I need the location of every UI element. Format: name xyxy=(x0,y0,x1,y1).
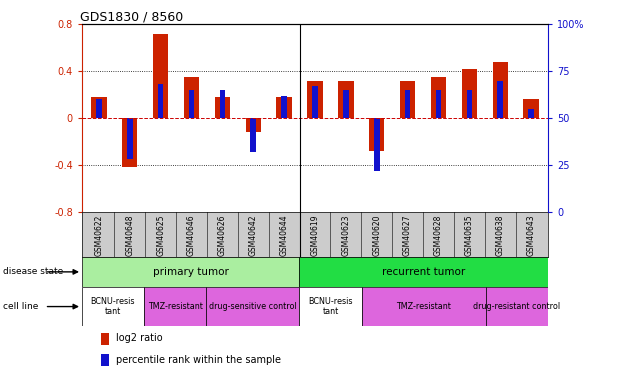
Bar xyxy=(405,90,410,118)
Bar xyxy=(524,99,539,118)
Text: GSM40619: GSM40619 xyxy=(311,214,319,256)
Bar xyxy=(220,90,225,118)
Text: GSM40627: GSM40627 xyxy=(403,214,412,256)
Bar xyxy=(436,90,441,118)
Bar xyxy=(369,118,384,151)
Bar xyxy=(101,333,109,345)
Bar xyxy=(101,354,109,366)
Bar xyxy=(338,81,353,118)
Bar xyxy=(282,96,287,118)
Bar xyxy=(122,118,137,167)
Text: recurrent tumor: recurrent tumor xyxy=(382,267,466,277)
Text: GSM40644: GSM40644 xyxy=(280,214,289,256)
Text: drug-sensitive control: drug-sensitive control xyxy=(209,302,297,311)
Text: GSM40623: GSM40623 xyxy=(341,214,350,256)
Bar xyxy=(91,97,106,118)
Bar xyxy=(498,81,503,118)
Text: cell line: cell line xyxy=(3,302,38,311)
Bar xyxy=(374,118,379,171)
Bar xyxy=(82,287,144,326)
Text: TMZ-resistant: TMZ-resistant xyxy=(147,302,203,311)
Text: GSM40648: GSM40648 xyxy=(125,214,134,256)
Bar xyxy=(277,97,292,118)
Text: GSM40626: GSM40626 xyxy=(218,214,227,256)
Text: GSM40646: GSM40646 xyxy=(187,214,196,256)
Bar xyxy=(215,97,230,118)
Bar xyxy=(299,257,548,287)
Bar xyxy=(529,109,534,118)
Text: GSM40635: GSM40635 xyxy=(465,214,474,256)
Bar xyxy=(127,118,132,159)
Text: disease state: disease state xyxy=(3,267,64,276)
Text: percentile rank within the sample: percentile rank within the sample xyxy=(116,356,281,365)
Bar xyxy=(400,81,415,118)
Text: TMZ-resistant: TMZ-resistant xyxy=(396,302,451,311)
Bar xyxy=(343,90,348,118)
Text: BCNU-resis
tant: BCNU-resis tant xyxy=(91,297,135,316)
Bar xyxy=(467,90,472,118)
Bar xyxy=(299,287,362,326)
Bar xyxy=(362,287,486,326)
Bar xyxy=(153,34,168,118)
Text: GSM40622: GSM40622 xyxy=(94,214,103,255)
Text: GSM40628: GSM40628 xyxy=(434,214,443,255)
Text: drug-resistant control: drug-resistant control xyxy=(474,302,561,311)
Text: GSM40642: GSM40642 xyxy=(249,214,258,256)
Text: GSM40643: GSM40643 xyxy=(527,214,536,256)
Text: GSM40620: GSM40620 xyxy=(372,214,381,256)
Bar xyxy=(307,81,323,118)
Bar xyxy=(312,86,318,118)
Text: primary tumor: primary tumor xyxy=(152,267,229,277)
Text: log2 ratio: log2 ratio xyxy=(116,333,163,344)
Bar xyxy=(206,287,299,326)
Bar xyxy=(462,69,477,118)
Text: GDS1830 / 8560: GDS1830 / 8560 xyxy=(79,10,183,23)
Bar xyxy=(246,118,261,132)
Bar xyxy=(184,77,199,118)
Bar xyxy=(251,118,256,152)
Bar xyxy=(144,287,206,326)
Bar xyxy=(82,257,299,287)
Bar xyxy=(158,84,163,118)
Text: GSM40638: GSM40638 xyxy=(496,214,505,256)
Text: BCNU-resis
tant: BCNU-resis tant xyxy=(308,297,353,316)
Bar xyxy=(486,287,548,326)
Bar xyxy=(96,99,101,118)
Bar xyxy=(189,90,194,118)
Bar xyxy=(431,77,446,118)
Text: GSM40625: GSM40625 xyxy=(156,214,165,256)
Bar xyxy=(493,62,508,118)
